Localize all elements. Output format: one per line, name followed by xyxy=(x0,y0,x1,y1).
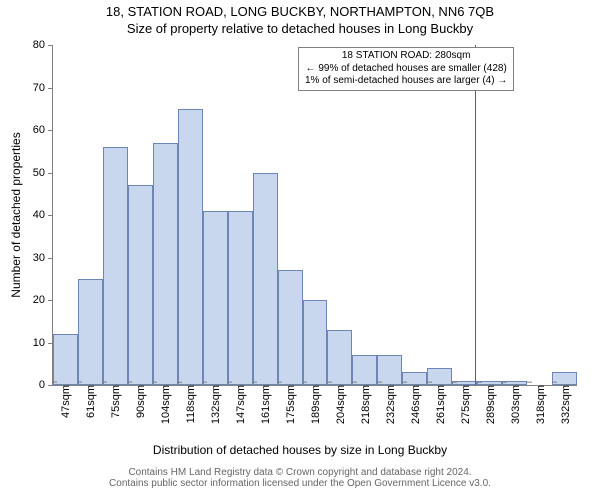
x-tick: 132sqm xyxy=(202,385,222,424)
x-tick: 332sqm xyxy=(552,385,572,424)
y-tick: 0 xyxy=(39,379,53,391)
x-tick: 204sqm xyxy=(327,385,347,424)
y-axis-label: Number of detached properties xyxy=(9,132,23,297)
chart-title-line2: Size of property relative to detached ho… xyxy=(0,21,600,36)
reference-line xyxy=(475,45,476,385)
x-tick: 232sqm xyxy=(377,385,397,424)
x-tick: 189sqm xyxy=(302,385,322,424)
x-tick: 104sqm xyxy=(152,385,172,424)
legend-line2: ← 99% of detached houses are smaller (42… xyxy=(305,63,507,76)
legend-line1: 18 STATION ROAD: 280sqm xyxy=(305,50,507,63)
x-tick: 90sqm xyxy=(127,385,147,418)
y-tick: 70 xyxy=(33,82,53,94)
x-tick: 161sqm xyxy=(252,385,272,424)
x-tick: 147sqm xyxy=(227,385,247,424)
bar xyxy=(153,143,178,385)
bar xyxy=(303,300,328,385)
bar xyxy=(78,279,103,385)
x-tick: 303sqm xyxy=(502,385,522,424)
legend-line3: 1% of semi-detached houses are larger (4… xyxy=(305,75,507,88)
bar xyxy=(203,211,228,385)
y-tick: 10 xyxy=(33,337,53,349)
x-tick: 118sqm xyxy=(177,385,197,423)
x-tick: 175sqm xyxy=(277,385,297,424)
y-tick: 60 xyxy=(33,124,53,136)
bar xyxy=(402,372,427,385)
x-tick: 61sqm xyxy=(77,385,97,418)
x-tick: 75sqm xyxy=(102,385,122,418)
footer-line2: Contains public sector information licen… xyxy=(0,478,600,489)
x-tick: 318sqm xyxy=(527,385,547,424)
x-tick: 218sqm xyxy=(352,385,372,424)
plot-area: 0102030405060708047sqm61sqm75sqm90sqm104… xyxy=(52,45,577,386)
bar xyxy=(278,270,303,385)
y-tick: 30 xyxy=(33,252,53,264)
footer-line1: Contains HM Land Registry data © Crown c… xyxy=(0,467,600,478)
chart-title-line1: 18, STATION ROAD, LONG BUCKBY, NORTHAMPT… xyxy=(0,4,600,19)
y-tick: 40 xyxy=(33,209,53,221)
y-tick: 50 xyxy=(33,167,53,179)
footer-attribution: Contains HM Land Registry data © Crown c… xyxy=(0,467,600,489)
legend-box: 18 STATION ROAD: 280sqm ← 99% of detache… xyxy=(298,47,514,91)
x-tick: 261sqm xyxy=(427,385,447,424)
x-tick: 47sqm xyxy=(52,385,72,418)
bar xyxy=(253,173,278,386)
bar xyxy=(178,109,203,385)
x-tick: 289sqm xyxy=(477,385,497,424)
x-axis-label: Distribution of detached houses by size … xyxy=(0,443,600,457)
bar xyxy=(128,185,153,385)
y-tick: 80 xyxy=(33,39,53,51)
x-tick: 246sqm xyxy=(402,385,422,424)
bar xyxy=(103,147,128,385)
y-tick: 20 xyxy=(33,294,53,306)
bar xyxy=(53,334,78,385)
bar xyxy=(327,330,352,385)
x-tick: 275sqm xyxy=(452,385,472,424)
bar xyxy=(552,372,577,385)
chart-title-block: 18, STATION ROAD, LONG BUCKBY, NORTHAMPT… xyxy=(0,4,600,36)
bar xyxy=(228,211,253,385)
